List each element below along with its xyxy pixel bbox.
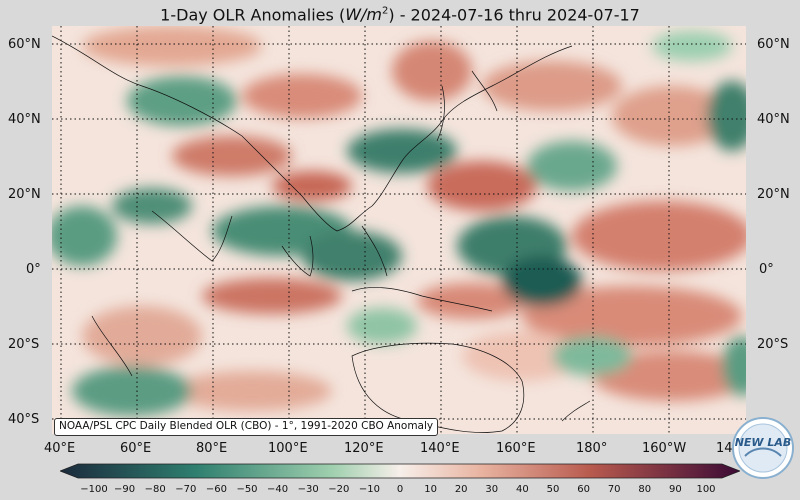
colorbar-tick-label: 100 [696,484,716,495]
colorbar-tick-label: −100 [80,484,108,495]
lon-label: 140°E [420,441,460,456]
anomaly-field [52,26,746,416]
colorbar-tick-label: −70 [175,484,197,495]
lon-label: 14 [716,441,733,456]
colorbar-tick-label: 50 [546,484,560,495]
lon-label: 40°E [44,441,76,456]
lat-label-right: 40°N [757,112,790,127]
colorbar-tick-label: 10 [424,484,437,495]
lon-label: 120°E [344,441,384,456]
lat-label-left: 60°N [8,37,41,52]
colorbar-tick-label: −80 [144,484,166,495]
lon-label: 160°W [642,441,687,456]
coastlines [52,35,591,433]
colorbar: −100 −90 −80 −70 −60 −50 −40 −30 −20 −10 0 10 20 30 40… [60,462,740,498]
colorbar-tick-label: −90 [114,484,136,495]
colorbar-tick-label: 0 [396,484,404,495]
lon-label: 180° [576,441,608,456]
colorbar-tick-label: 90 [669,484,682,495]
lon-label: 60°E [120,441,152,456]
colorbar-tick-label: −50 [236,484,258,495]
colorbar-tick-label: 40 [516,484,529,495]
colorbar-tick-label: 60 [577,484,590,495]
colorbar-tick-label: −30 [297,484,319,495]
lon-label: 80°E [196,441,228,456]
lon-label: 160°E [496,441,536,456]
colorbar-tick-label: −60 [205,484,227,495]
lat-label-left: 40°S [8,412,40,427]
data-attribution: NOAA/PSL CPC Daily Blended OLR (CBO) - 1… [54,418,439,436]
map-field [52,26,746,434]
lab-logo: NEW LAB [732,417,794,479]
lat-label-left: 20°N [8,187,41,202]
lat-label-right: 20°N [757,187,790,202]
colorbar-gradient [60,463,740,479]
lon-label: 100°E [268,441,308,456]
colorbar-tick-label: 70 [607,484,621,495]
map-title: 1-Day OLR Anomalies (W/m2) - 2024-07-16 … [160,5,640,25]
lat-label-right: 20°S [757,337,789,352]
lat-label-left: 40°N [8,112,41,127]
colorbar-tick-label: 20 [454,484,468,495]
graticule [52,26,746,434]
lat-label-right: 0° [759,262,774,277]
lat-label-right: 60°N [757,37,790,52]
logo-text: NEW LAB [735,436,792,449]
colorbar-tick-label: −20 [328,484,350,495]
colorbar-tick-label: −10 [358,484,380,495]
colorbar-tick-label: −40 [267,484,289,495]
olr-anomaly-map [52,26,746,434]
colorbar-tick-label: 30 [485,484,499,495]
lat-label-left: 20°S [8,337,40,352]
lat-label-left: 0° [26,262,41,277]
colorbar-tick-label: 80 [638,484,652,495]
